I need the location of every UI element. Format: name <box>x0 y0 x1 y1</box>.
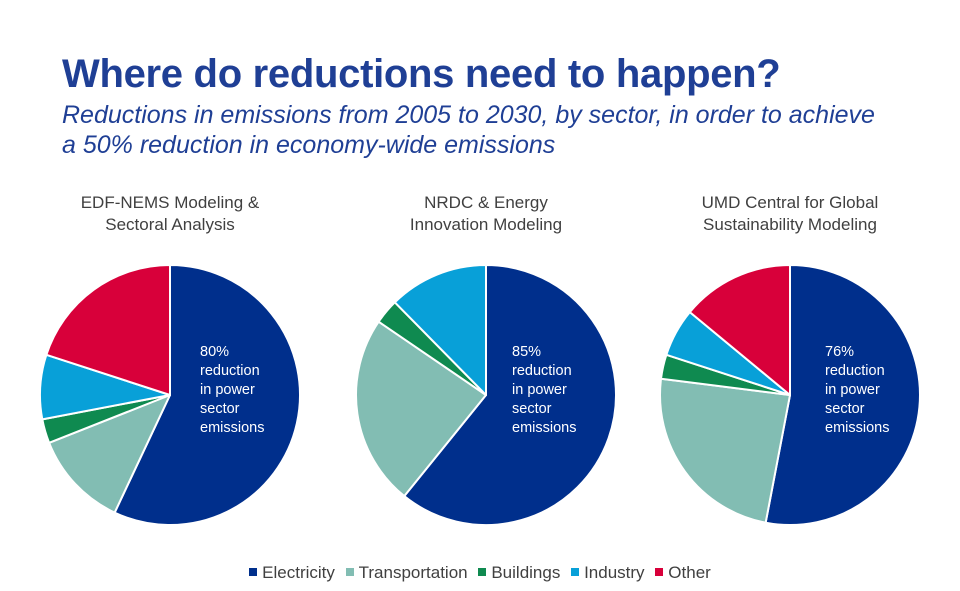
legend-item-buildings: Buildings <box>478 563 560 583</box>
annotation-line: in power <box>512 382 567 398</box>
legend-item-transportation: Transportation <box>345 563 468 583</box>
legend-item-electricity: Electricity <box>249 563 335 583</box>
annotation-line: sector <box>825 401 865 417</box>
pie-slice-transportation <box>355 320 487 498</box>
pie-slice-other <box>688 264 791 396</box>
legend-swatch <box>571 568 580 576</box>
chart-title-line: Sustainability Modeling <box>703 215 877 234</box>
chart-title-line: EDF-NEMS Modeling & <box>80 193 260 212</box>
legend-label: Industry <box>584 563 645 582</box>
annotation-line: in power <box>825 382 880 398</box>
legend-label: Other <box>668 563 711 582</box>
chart-title-line: Sectoral Analysis <box>105 215 235 234</box>
pie-chart-nrdc <box>355 264 617 526</box>
annotation-line: emissions <box>512 420 577 436</box>
pie-chart-edf <box>39 264 301 526</box>
annotation-line: reduction <box>200 363 260 379</box>
pie-slice-transportation <box>659 377 791 524</box>
annotation-line: 85% <box>512 344 542 360</box>
legend-swatch <box>655 568 664 576</box>
annotation-line: sector <box>512 401 552 417</box>
chart-title-umd: UMD Central for Global Sustainability Mo… <box>640 192 940 236</box>
legend-label: Transportation <box>358 563 468 582</box>
pie-slice-transportation <box>48 394 171 514</box>
legend-swatch <box>345 568 354 576</box>
page-title: Where do reductions need to happen? <box>62 52 781 96</box>
chart-title-nrdc: NRDC & Energy Innovation Modeling <box>336 192 636 236</box>
pie-slice-electricity <box>403 264 617 526</box>
legend-item-other: Other <box>655 563 711 583</box>
chart-title-line: UMD Central for Global <box>701 193 879 212</box>
legend-swatch <box>249 568 258 576</box>
legend-label: Electricity <box>262 563 335 582</box>
pie-slice-electricity <box>113 264 301 526</box>
page-subtitle: Reductions in emissions from 2005 to 203… <box>62 101 875 159</box>
pie-annotation-umd: 76% reduction in power sector emissions <box>825 343 889 438</box>
legend-swatch <box>478 568 487 576</box>
legend-label: Buildings <box>491 563 561 582</box>
pie-annotation-nrdc: 85% reduction in power sector emissions <box>512 343 576 438</box>
pie-slice-industry <box>393 264 487 396</box>
pie-slice-electricity <box>764 264 921 526</box>
annotation-line: reduction <box>512 363 572 379</box>
annotation-line: reduction <box>825 363 885 379</box>
pie-slice-other <box>45 264 171 396</box>
pie-annotation-edf: 80% reduction in power sector emissions <box>200 343 264 438</box>
annotation-line: in power <box>200 382 255 398</box>
pie-chart-umd <box>659 264 921 526</box>
chart-title-edf: EDF-NEMS Modeling & Sectoral Analysis <box>20 192 320 236</box>
chart-title-line: Innovation Modeling <box>409 215 563 234</box>
legend-item-industry: Industry <box>571 563 645 583</box>
annotation-line: emissions <box>825 420 890 436</box>
annotation-line: sector <box>200 401 240 417</box>
legend: Electricity Transportation Buildings Ind… <box>0 563 960 583</box>
annotation-line: emissions <box>200 420 265 436</box>
annotation-line: 80% <box>200 344 230 360</box>
annotation-line: 76% <box>825 344 855 360</box>
chart-title-line: NRDC & Energy <box>424 193 548 212</box>
